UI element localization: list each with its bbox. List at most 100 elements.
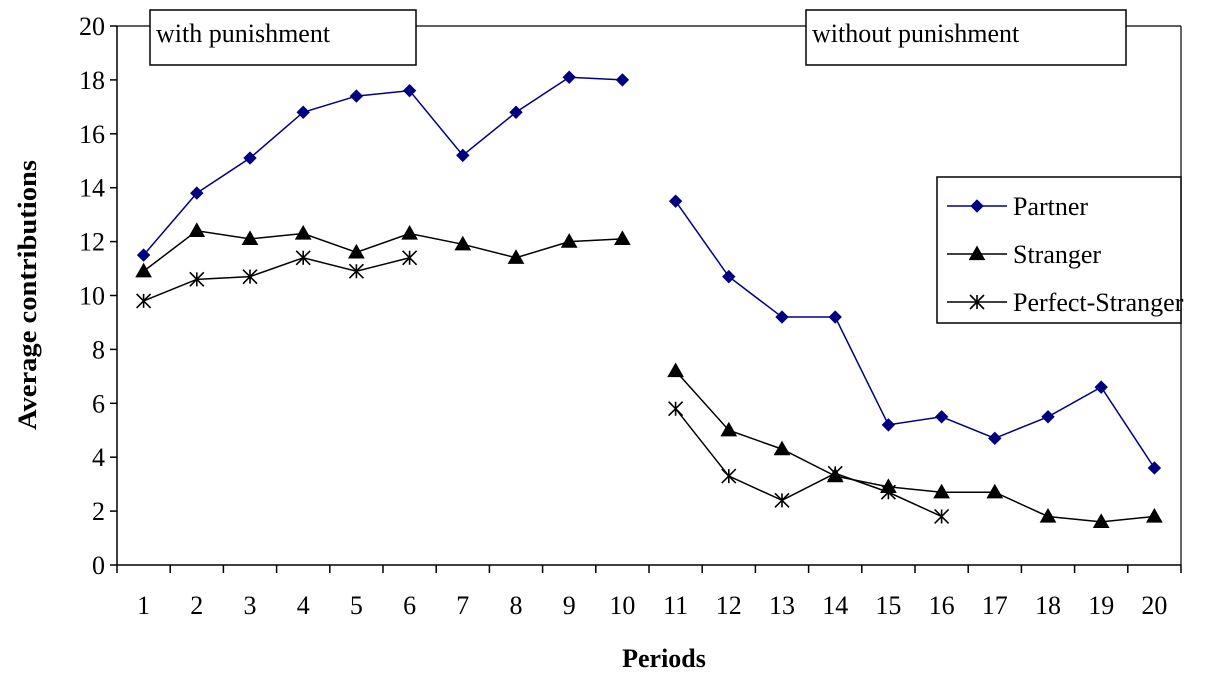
data-point-stranger xyxy=(773,440,791,456)
data-point-stranger xyxy=(1092,513,1110,529)
series-line-stranger xyxy=(675,370,1155,523)
series-stranger xyxy=(135,222,1163,529)
data-point-partner xyxy=(615,73,630,87)
data-point-perfect-stranger xyxy=(668,401,684,417)
data-point-partner xyxy=(456,148,470,163)
data-point-stranger xyxy=(454,235,472,251)
data-point-perfect-stranger xyxy=(721,468,737,484)
y-tick-label: 6 xyxy=(92,389,105,418)
data-point-partner xyxy=(775,310,789,324)
legend-marker xyxy=(968,245,986,261)
series-line-perfect-stranger xyxy=(675,408,942,518)
x-tick-label: 14 xyxy=(822,591,848,620)
x-tick-label: 3 xyxy=(244,591,257,620)
data-point-partner xyxy=(988,431,1002,446)
data-point-partner xyxy=(243,151,257,165)
series-line-perfect-stranger xyxy=(143,256,410,302)
x-tick-label: 20 xyxy=(1141,591,1167,620)
series-layer xyxy=(135,70,1163,529)
data-point-perfect-stranger xyxy=(774,492,790,508)
legend: Partner Stranger Perfect-Stranger xyxy=(936,176,1184,324)
x-tick-label: 8 xyxy=(510,591,523,620)
x-tick-label: 19 xyxy=(1088,591,1114,620)
x-tick-label: 12 xyxy=(716,591,742,620)
data-point-partner xyxy=(1041,410,1055,424)
data-point-stranger xyxy=(667,362,684,378)
data-point-perfect-stranger xyxy=(934,508,950,525)
data-point-stranger xyxy=(614,230,631,246)
data-point-stranger xyxy=(1039,507,1057,523)
x-tick-label: 1 xyxy=(137,591,150,620)
x-tick-label: 7 xyxy=(456,591,469,620)
y-tick-label: 2 xyxy=(92,497,105,526)
annotation-with-punishment: with punishment xyxy=(149,9,417,66)
x-tick-label: 2 xyxy=(190,591,203,620)
series-partner xyxy=(136,70,1162,475)
x-axis-title: Periods xyxy=(622,644,706,673)
data-point-perfect-stranger xyxy=(136,293,152,309)
x-tick-label: 15 xyxy=(875,591,901,620)
data-point-partner xyxy=(668,194,683,208)
x-tick-label: 13 xyxy=(769,591,795,620)
data-point-stranger xyxy=(720,421,738,437)
data-point-partner xyxy=(881,418,896,432)
data-point-stranger xyxy=(1146,507,1163,523)
data-point-perfect-stranger xyxy=(242,269,258,285)
data-point-partner xyxy=(136,248,151,262)
annotation-without-punishment-text: without punishment xyxy=(812,19,1020,48)
data-point-stranger xyxy=(560,233,578,248)
x-tick-label: 6 xyxy=(403,591,416,620)
y-tick-label: 16 xyxy=(79,120,105,149)
data-point-partner xyxy=(349,89,364,103)
x-tick-label: 16 xyxy=(929,591,955,620)
y-tick-label: 10 xyxy=(79,282,105,311)
data-point-perfect-stranger xyxy=(189,271,205,287)
data-point-partner xyxy=(722,269,736,284)
data-point-stranger xyxy=(986,483,1004,499)
x-tick-label: 10 xyxy=(609,591,635,620)
x-tick-label: 4 xyxy=(297,591,310,620)
legend-label: Stranger xyxy=(1013,240,1101,269)
data-point-partner xyxy=(562,70,576,84)
data-point-stranger xyxy=(401,225,418,240)
legend-marker xyxy=(969,294,985,310)
y-tick-labels: 0 2 4 6 8 10 12 14 16 18 20 xyxy=(79,12,105,580)
y-tick-label: 4 xyxy=(92,443,105,472)
legend-item-stranger: Stranger xyxy=(947,240,1101,269)
legend-label: Perfect-Stranger xyxy=(1013,288,1184,317)
legend-label: Partner xyxy=(1013,192,1088,221)
data-point-stranger xyxy=(294,225,312,240)
y-tick-label: 8 xyxy=(92,335,105,364)
data-point-partner xyxy=(296,105,310,119)
x-tick-label: 18 xyxy=(1035,591,1061,620)
data-point-partner xyxy=(509,105,523,119)
data-point-perfect-stranger xyxy=(827,465,843,481)
legend-item-perfect-stranger: Perfect-Stranger xyxy=(947,288,1184,317)
data-point-stranger xyxy=(135,262,152,278)
y-axis-title: Average contributions xyxy=(13,160,42,430)
y-tick-label: 0 xyxy=(92,551,105,580)
data-point-perfect-stranger xyxy=(402,250,418,266)
data-point-partner xyxy=(1147,461,1162,475)
x-tick-label: 17 xyxy=(982,591,1008,620)
y-tick-label: 18 xyxy=(79,66,105,95)
data-point-partner xyxy=(190,186,204,200)
data-point-partner xyxy=(1094,380,1108,394)
data-point-stranger xyxy=(933,483,950,499)
data-point-partner xyxy=(828,310,842,324)
annotation-with-punishment-text: with punishment xyxy=(156,19,331,48)
data-point-stranger xyxy=(241,230,259,246)
legend-marker xyxy=(970,199,984,213)
data-point-stranger xyxy=(188,222,206,237)
legend-item-partner: Partner xyxy=(947,192,1088,221)
data-point-partner xyxy=(402,83,417,98)
annotation-without-punishment: without punishment xyxy=(805,9,1127,66)
x-tick-label: 11 xyxy=(663,591,688,620)
data-point-stranger xyxy=(348,243,365,259)
data-point-perfect-stranger xyxy=(880,484,896,500)
series-line-stranger xyxy=(143,230,623,272)
data-point-stranger xyxy=(507,249,525,264)
data-point-partner xyxy=(934,410,949,424)
y-tick-label: 20 xyxy=(79,12,105,41)
